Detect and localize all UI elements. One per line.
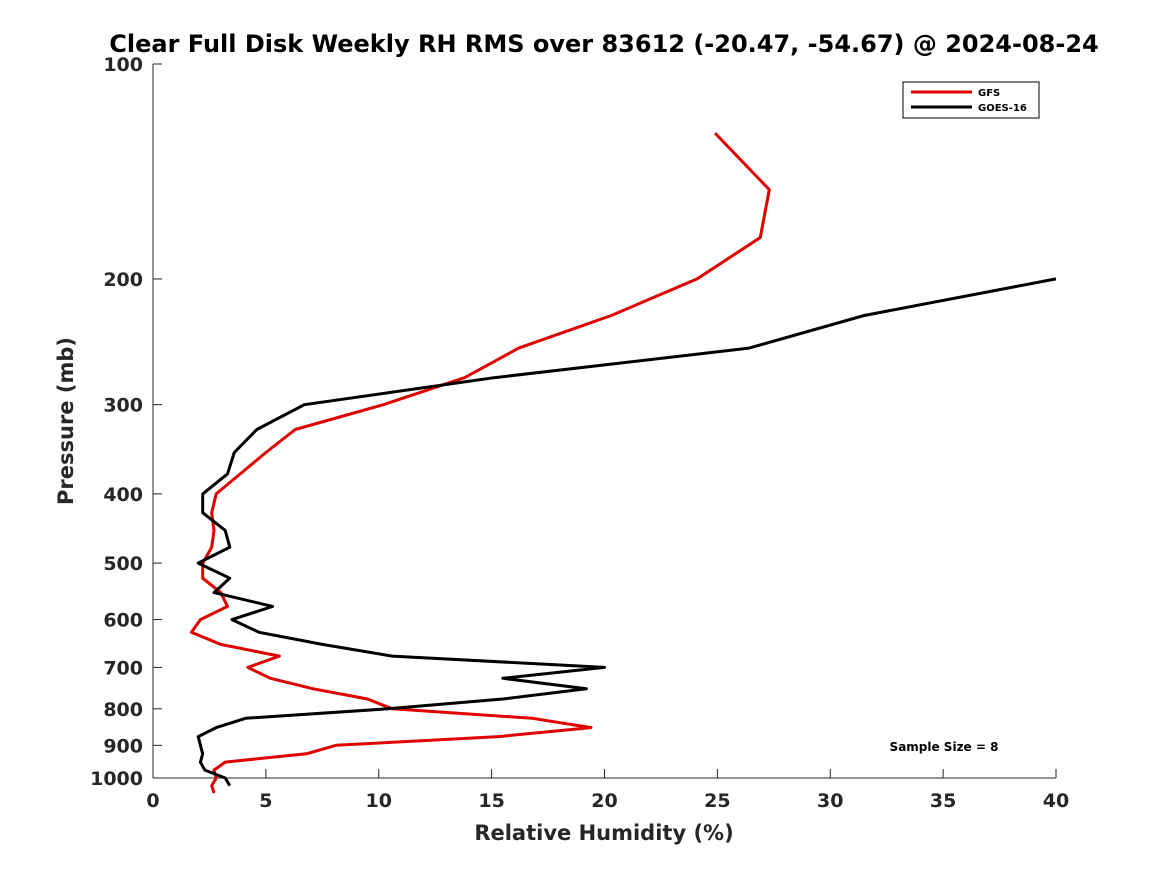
y-tick-label: 300 bbox=[103, 395, 143, 417]
y-tick-label: 200 bbox=[103, 269, 143, 291]
y-tick-label: 600 bbox=[103, 610, 143, 632]
y-ticks: 100 200 300 400 500 600 700 800 900 1000 bbox=[90, 54, 162, 790]
y-tick-label: 400 bbox=[103, 484, 143, 506]
y-tick-label: 800 bbox=[103, 699, 143, 721]
series-line-goes16 bbox=[196, 277, 1057, 787]
y-tick-label: 100 bbox=[103, 54, 143, 76]
y-tick-label: 900 bbox=[103, 735, 143, 757]
chart-title: Clear Full Disk Weekly RH RMS over 83612… bbox=[109, 30, 1098, 58]
x-tick-label: 5 bbox=[259, 790, 272, 812]
y-axis-label: Pressure (mb) bbox=[54, 337, 78, 505]
legend-label-goes16: GOES-16 bbox=[978, 103, 1027, 114]
legend-box bbox=[902, 81, 1040, 119]
x-axis-label: Relative Humidity (%) bbox=[474, 821, 733, 845]
y-tick-label: 1000 bbox=[90, 768, 143, 790]
sample-size-annotation: Sample Size = 8 bbox=[890, 740, 999, 754]
x-tick-label: 15 bbox=[478, 790, 504, 812]
x-tick-label: 40 bbox=[1043, 790, 1069, 812]
x-tick-label: 20 bbox=[591, 790, 617, 812]
x-tick-label: 35 bbox=[930, 790, 956, 812]
y-tick-label: 700 bbox=[103, 657, 143, 679]
x-tick-label: 25 bbox=[704, 790, 730, 812]
legend: GFS GOES-16 bbox=[902, 81, 1040, 119]
legend-label-gfs: GFS bbox=[978, 88, 1000, 99]
series-line-gfs bbox=[189, 132, 771, 794]
y-tick-label: 500 bbox=[103, 553, 143, 575]
x-tick-label: 0 bbox=[146, 790, 159, 812]
series-lines bbox=[189, 132, 1057, 794]
x-ticks: 0 5 10 15 20 25 30 35 40 bbox=[146, 769, 1069, 812]
x-tick-label: 10 bbox=[366, 790, 392, 812]
plot-area: 0 5 10 15 20 25 30 35 40 100 200 300 400 500 600 700 80… bbox=[90, 54, 1069, 812]
x-tick-label: 30 bbox=[817, 790, 843, 812]
